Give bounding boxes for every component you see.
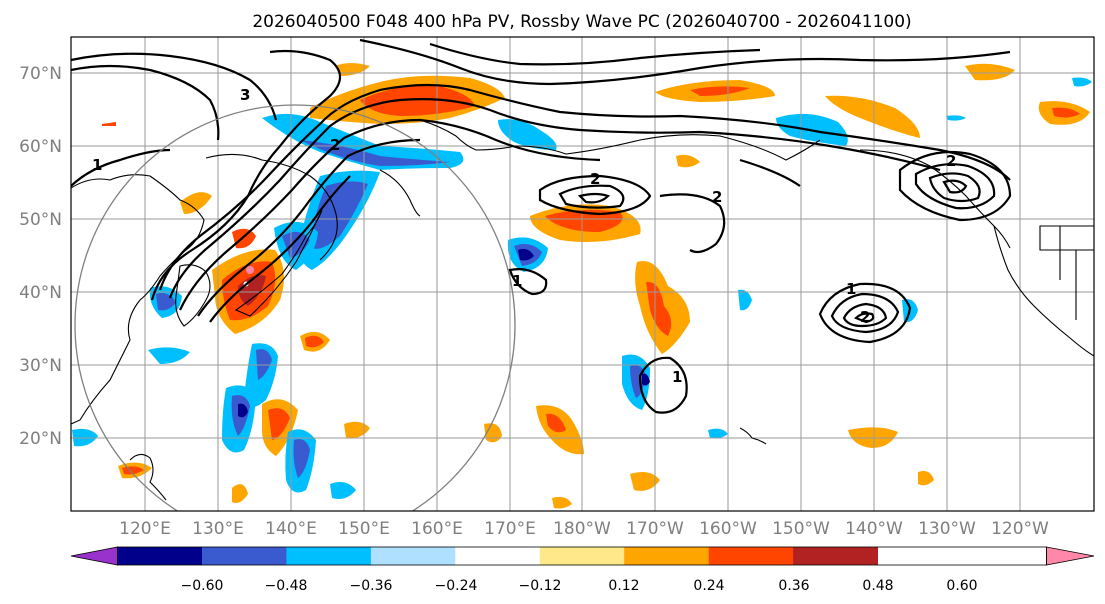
lon-label: 130°E bbox=[192, 519, 244, 539]
colorbar-segment bbox=[793, 547, 878, 565]
colorbar-tick-label: −0.60 bbox=[181, 578, 224, 594]
map-frame bbox=[70, 36, 1095, 512]
contour-label: 2 bbox=[860, 308, 870, 326]
longitude-labels: 120°E 130°E 140°E 150°E 160°E 170°E 180°… bbox=[119, 519, 1049, 539]
contour-label: 1 bbox=[846, 280, 856, 298]
colorbar-segment bbox=[370, 547, 456, 565]
latitude-labels: 70°N 60°N 50°N 40°N 30°N 20°N bbox=[19, 64, 62, 449]
lat-label: 70°N bbox=[19, 64, 62, 84]
contour-label: 1 bbox=[672, 368, 682, 386]
contour-label: 1 bbox=[512, 272, 522, 290]
colorbar-tick-label: 0.24 bbox=[693, 578, 724, 594]
colorbar-tick-label: −0.48 bbox=[265, 578, 308, 594]
colorbar-segment bbox=[286, 547, 372, 565]
colorbar-tick-label: 0.36 bbox=[778, 578, 809, 594]
lon-label: 180°W bbox=[553, 519, 611, 539]
lon-label: 170°E bbox=[484, 519, 536, 539]
lat-label: 40°N bbox=[19, 283, 62, 303]
pv-anomaly-shading bbox=[72, 63, 1092, 509]
colorbar-tick-labels: −0.60 −0.48 −0.36 −0.24 −0.12 0.12 0.24 … bbox=[181, 578, 978, 594]
lon-label: 120°E bbox=[119, 519, 171, 539]
colorbar-segment bbox=[202, 547, 287, 565]
lon-label: 150°W bbox=[772, 519, 830, 539]
colorbar bbox=[70, 546, 1095, 566]
colorbar-segment bbox=[455, 547, 541, 565]
colorbar-tick-label: −0.12 bbox=[519, 578, 562, 594]
radius-circle bbox=[74, 104, 516, 511]
contour-label: 3 bbox=[240, 86, 250, 104]
pc-contours bbox=[70, 38, 1012, 414]
lon-label: 140°E bbox=[265, 519, 317, 539]
lat-label: 50°N bbox=[19, 210, 62, 230]
colorbar-segment bbox=[624, 547, 710, 565]
colorbar-extension-high bbox=[1046, 546, 1095, 566]
lon-label: 140°W bbox=[845, 519, 903, 539]
colorbar-segment bbox=[539, 547, 625, 565]
lon-label: 150°E bbox=[338, 519, 390, 539]
contour-labels: 3 1 2 2 2 2 2 1 1 1 bbox=[92, 86, 956, 386]
lon-label: 120°W bbox=[991, 519, 1049, 539]
colorbar-tick-label: 0.12 bbox=[608, 578, 639, 594]
colorbar-segment bbox=[708, 547, 794, 565]
contour-label: 2 bbox=[590, 170, 600, 188]
lat-label: 30°N bbox=[19, 356, 62, 376]
lon-label: 160°W bbox=[699, 519, 757, 539]
lon-label: 130°W bbox=[918, 519, 976, 539]
colorbar-frame bbox=[117, 546, 1047, 566]
colorbar-extension-low bbox=[70, 546, 118, 566]
contour-label: 2 bbox=[330, 136, 340, 154]
colorbar-segment bbox=[117, 547, 203, 565]
contour-label: 2 bbox=[946, 152, 956, 170]
contour-label: 1 bbox=[92, 156, 102, 174]
colorbar-tick-label: −0.24 bbox=[435, 578, 478, 594]
figure-title: 2026040500 F048 400 hPa PV, Rossby Wave … bbox=[252, 12, 911, 32]
lon-label: 170°W bbox=[626, 519, 684, 539]
lon-label: 160°E bbox=[411, 519, 463, 539]
contour-label: 2 bbox=[712, 188, 722, 206]
colorbar-tick-label: 0.48 bbox=[862, 578, 893, 594]
colorbar-tick-label: −0.36 bbox=[350, 578, 393, 594]
lat-label: 20°N bbox=[19, 429, 62, 449]
colorbar-tick-label: 0.60 bbox=[946, 578, 977, 594]
lat-label: 60°N bbox=[19, 137, 62, 157]
